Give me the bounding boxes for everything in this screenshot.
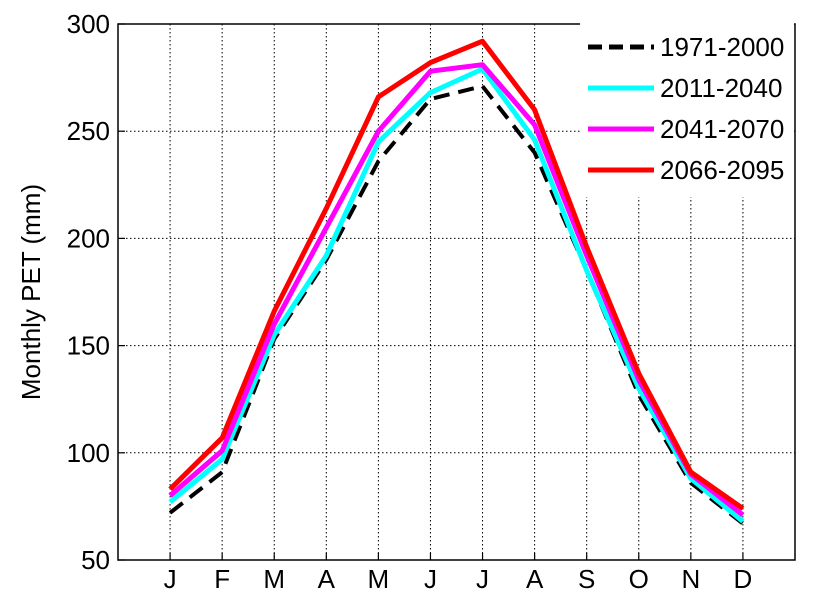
axis-ticks: J F M A M J J A S O N D 50 100 150 200 250 300 bbox=[67, 9, 753, 594]
legend-label: 1971-2000 bbox=[660, 32, 784, 62]
y-tick-label: 250 bbox=[67, 116, 110, 146]
legend-label: 2066-2095 bbox=[660, 155, 784, 185]
y-tick-label: 300 bbox=[67, 9, 110, 39]
plot-frame bbox=[117, 23, 796, 561]
x-tick-label: J bbox=[424, 564, 437, 594]
legend: 1971-2000 2011-2040 2041-2070 2066-2095 bbox=[580, 23, 794, 197]
x-tick-label: M bbox=[263, 564, 285, 594]
y-tick-label: 150 bbox=[67, 331, 110, 361]
x-tick-label: F bbox=[214, 564, 230, 594]
x-tick-label: M bbox=[368, 564, 390, 594]
x-tick-label: A bbox=[318, 564, 336, 594]
y-tick-label: 100 bbox=[67, 438, 110, 468]
series-line bbox=[168, 62, 745, 517]
x-tick-label: J bbox=[476, 564, 489, 594]
x-tick-label: N bbox=[681, 564, 700, 594]
x-tick-label: O bbox=[629, 564, 649, 594]
legend-label: 2011-2040 bbox=[660, 73, 782, 103]
legend-label: 2041-2070 bbox=[660, 114, 784, 144]
x-tick-label: A bbox=[526, 564, 544, 594]
x-tick-label: J bbox=[164, 564, 177, 594]
y-axis-label: Monthly PET (mm) bbox=[16, 184, 46, 400]
y-tick-label: 50 bbox=[81, 545, 110, 575]
x-tick-label: S bbox=[578, 564, 595, 594]
x-tick-label: D bbox=[734, 564, 753, 594]
series-line bbox=[168, 38, 745, 511]
series-lines bbox=[168, 38, 745, 526]
series-line bbox=[168, 66, 745, 524]
y-tick-label: 200 bbox=[67, 223, 110, 253]
